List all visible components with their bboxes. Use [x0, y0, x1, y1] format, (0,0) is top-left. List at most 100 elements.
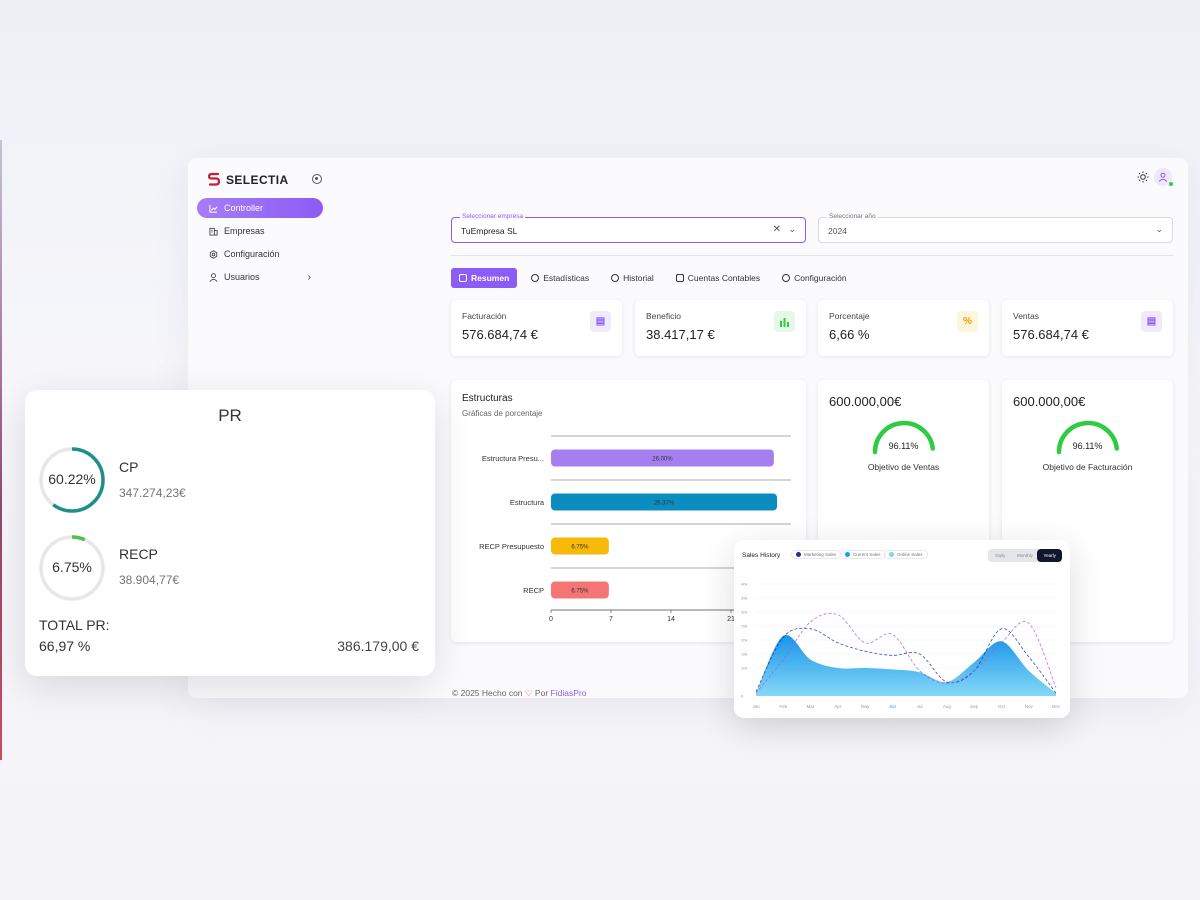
cp-percent: 60.22%	[48, 471, 96, 487]
period-yearly-button[interactable]: Yearly	[1037, 549, 1063, 562]
gauge-percent: 96.11%	[888, 441, 919, 451]
gear-icon	[782, 274, 791, 282]
series-line-online-sales	[755, 612, 1057, 694]
estructuras-subtitle: Gráficas de porcentaje	[462, 409, 543, 418]
chevron-down-icon[interactable]: ⌄	[1155, 224, 1163, 234]
anio-select-label: Seleccionar año	[827, 213, 878, 220]
stat-value: 576.684,74 €	[1013, 327, 1089, 342]
x-tick-label: Mar	[807, 704, 815, 709]
sidebar-toggle-icon[interactable]	[312, 174, 322, 184]
sidebar-item-controller[interactable]: Controller	[197, 198, 323, 218]
recp-progress-ring	[39, 535, 105, 601]
x-tick-label: 7	[609, 616, 613, 623]
gear-icon	[209, 249, 218, 259]
tab-cuentas-contables[interactable]: Cuentas Contables	[668, 268, 768, 288]
stat-card-facturacion: Facturación 576.684,74 € ▤	[451, 300, 622, 356]
anio-select[interactable]: Seleccionar año 2024 ⌄	[818, 213, 1173, 243]
tab-bar: Resumen Estadísticas Historial Cuentas C…	[451, 268, 855, 288]
gauge-amount: 600.000,00€	[829, 394, 902, 409]
bar-data-label: 6.75%	[571, 589, 589, 595]
stat-label: Facturación	[462, 311, 507, 321]
sidebar-item-empresas[interactable]: Empresas	[197, 221, 323, 241]
legend-item-online[interactable]: Online Sales	[884, 550, 928, 559]
cp-amount: 347.274,23€	[119, 486, 186, 500]
pr-card: PR 60.22% CP 347.274,23€ 6.75% RECP 38.9…	[25, 390, 435, 676]
stat-label: Ventas	[1013, 311, 1039, 321]
tab-historial[interactable]: Historial	[603, 268, 662, 288]
bar	[551, 537, 609, 555]
stat-value: 576.684,74 €	[462, 327, 538, 342]
y-tick-label: 30k	[741, 610, 747, 615]
avatar[interactable]	[1154, 168, 1174, 187]
bar-category-label: RECP	[523, 586, 544, 595]
x-tick-label: 0	[549, 616, 553, 623]
sidebar-item-configuracion[interactable]: Configuración	[197, 244, 323, 264]
ring-arc	[39, 535, 105, 601]
legend-label: Marketing Sales	[804, 552, 837, 557]
x-tick-label: Jan	[752, 704, 760, 709]
recp-amount: 38.904,77€	[119, 573, 180, 587]
x-tick-label: Apr	[834, 704, 842, 709]
sidebar-item-label: Empresas	[224, 226, 265, 236]
history-icon	[611, 274, 620, 282]
sidebar-item-label: Usuarios	[224, 272, 260, 282]
clear-icon[interactable]: ✕	[772, 224, 781, 235]
online-status-dot	[1168, 181, 1174, 187]
legend-item-marketing[interactable]: Marketing Sales	[791, 550, 842, 559]
stat-card-ventas: Ventas 576.684,74 € ▤	[1002, 300, 1173, 356]
period-segmented-control: Daily Monthly Yearly	[988, 549, 1063, 562]
estructuras-bar-chart: Estructura Presu... 26.00% Estructura 26.37…	[479, 435, 791, 623]
tab-resumen[interactable]: Resumen	[451, 268, 518, 288]
y-tick-label: 40k	[741, 582, 747, 587]
bar-chart-icon	[774, 311, 795, 332]
gauge-amount: 600.000,00€	[1013, 394, 1086, 409]
chevron-down-icon[interactable]: ⌄	[788, 224, 796, 234]
divider	[451, 255, 1173, 256]
period-daily-button[interactable]: Daily	[995, 553, 1006, 558]
bar-data-label: 26.00%	[652, 457, 673, 463]
empresa-select[interactable]: Seleccionar empresa TuEmpresa SL ✕ ⌄	[451, 213, 806, 243]
theme-toggle-sun-icon[interactable]	[1137, 171, 1149, 183]
total-pr-amount: 386.179,00 €	[337, 638, 419, 654]
user-icon	[209, 272, 218, 282]
book-icon	[675, 274, 684, 282]
y-tick-label: 0	[741, 694, 744, 699]
y-tick-label: 35k	[741, 596, 747, 601]
x-tick-label: 21	[727, 616, 735, 623]
stat-value: 6,66 %	[829, 327, 870, 342]
stat-label: Beneficio	[646, 311, 681, 321]
bar-data-label: 6.75%	[571, 545, 589, 551]
sidebar-item-usuarios[interactable]: Usuarios ›	[197, 267, 323, 287]
user-avatar-icon	[1158, 172, 1168, 182]
sales-history-chart: 0 10k 15k 20k 25k 30k 35k 40k Jan Feb Mar Apr May Jun…	[741, 582, 1061, 710]
gauge-caption: Objetivo de Ventas	[867, 462, 940, 472]
x-tick-label: Nov	[1025, 704, 1034, 709]
tab-configuracion[interactable]: Configuración	[774, 268, 854, 288]
logo[interactable]: SELECTIA	[208, 172, 289, 187]
period-monthly-button[interactable]: Monthly	[1017, 553, 1033, 558]
empresa-select-value: TuEmpresa SL	[461, 226, 518, 236]
legend-label: Current Sales	[853, 552, 881, 557]
gauge-arc	[872, 420, 936, 455]
bar-data-label: 26.37%	[654, 501, 675, 507]
cp-progress-ring	[39, 447, 105, 513]
x-tick-label: Aug	[943, 704, 952, 709]
heart-icon: ♡	[524, 688, 533, 698]
legend-item-current[interactable]: Current Sales	[840, 550, 886, 559]
legend-label: Online Sales	[897, 552, 923, 557]
tab-label: Resumen	[471, 273, 510, 283]
empresa-select-label: Seleccionar empresa	[460, 213, 526, 220]
tab-label: Estadísticas	[543, 273, 590, 283]
x-tick-label: Jun	[889, 704, 897, 709]
brand-name: SELECTIA	[226, 172, 289, 187]
y-tick-label: 15k	[741, 652, 747, 657]
footer-brand-link[interactable]: FidiasPro	[550, 688, 587, 698]
sidebar-nav: Controller Empresas Configuración Usuari…	[197, 198, 323, 290]
gauge-ventas	[872, 420, 936, 455]
document-icon: ▤	[1141, 311, 1162, 332]
anio-select-value: 2024	[828, 226, 847, 236]
stat-value: 38.417,17 €	[646, 327, 715, 342]
footer-prefix: © 2025 Hecho con	[452, 688, 523, 698]
tab-estadisticas[interactable]: Estadísticas	[523, 268, 597, 288]
x-tick-label: Sep	[970, 704, 979, 709]
